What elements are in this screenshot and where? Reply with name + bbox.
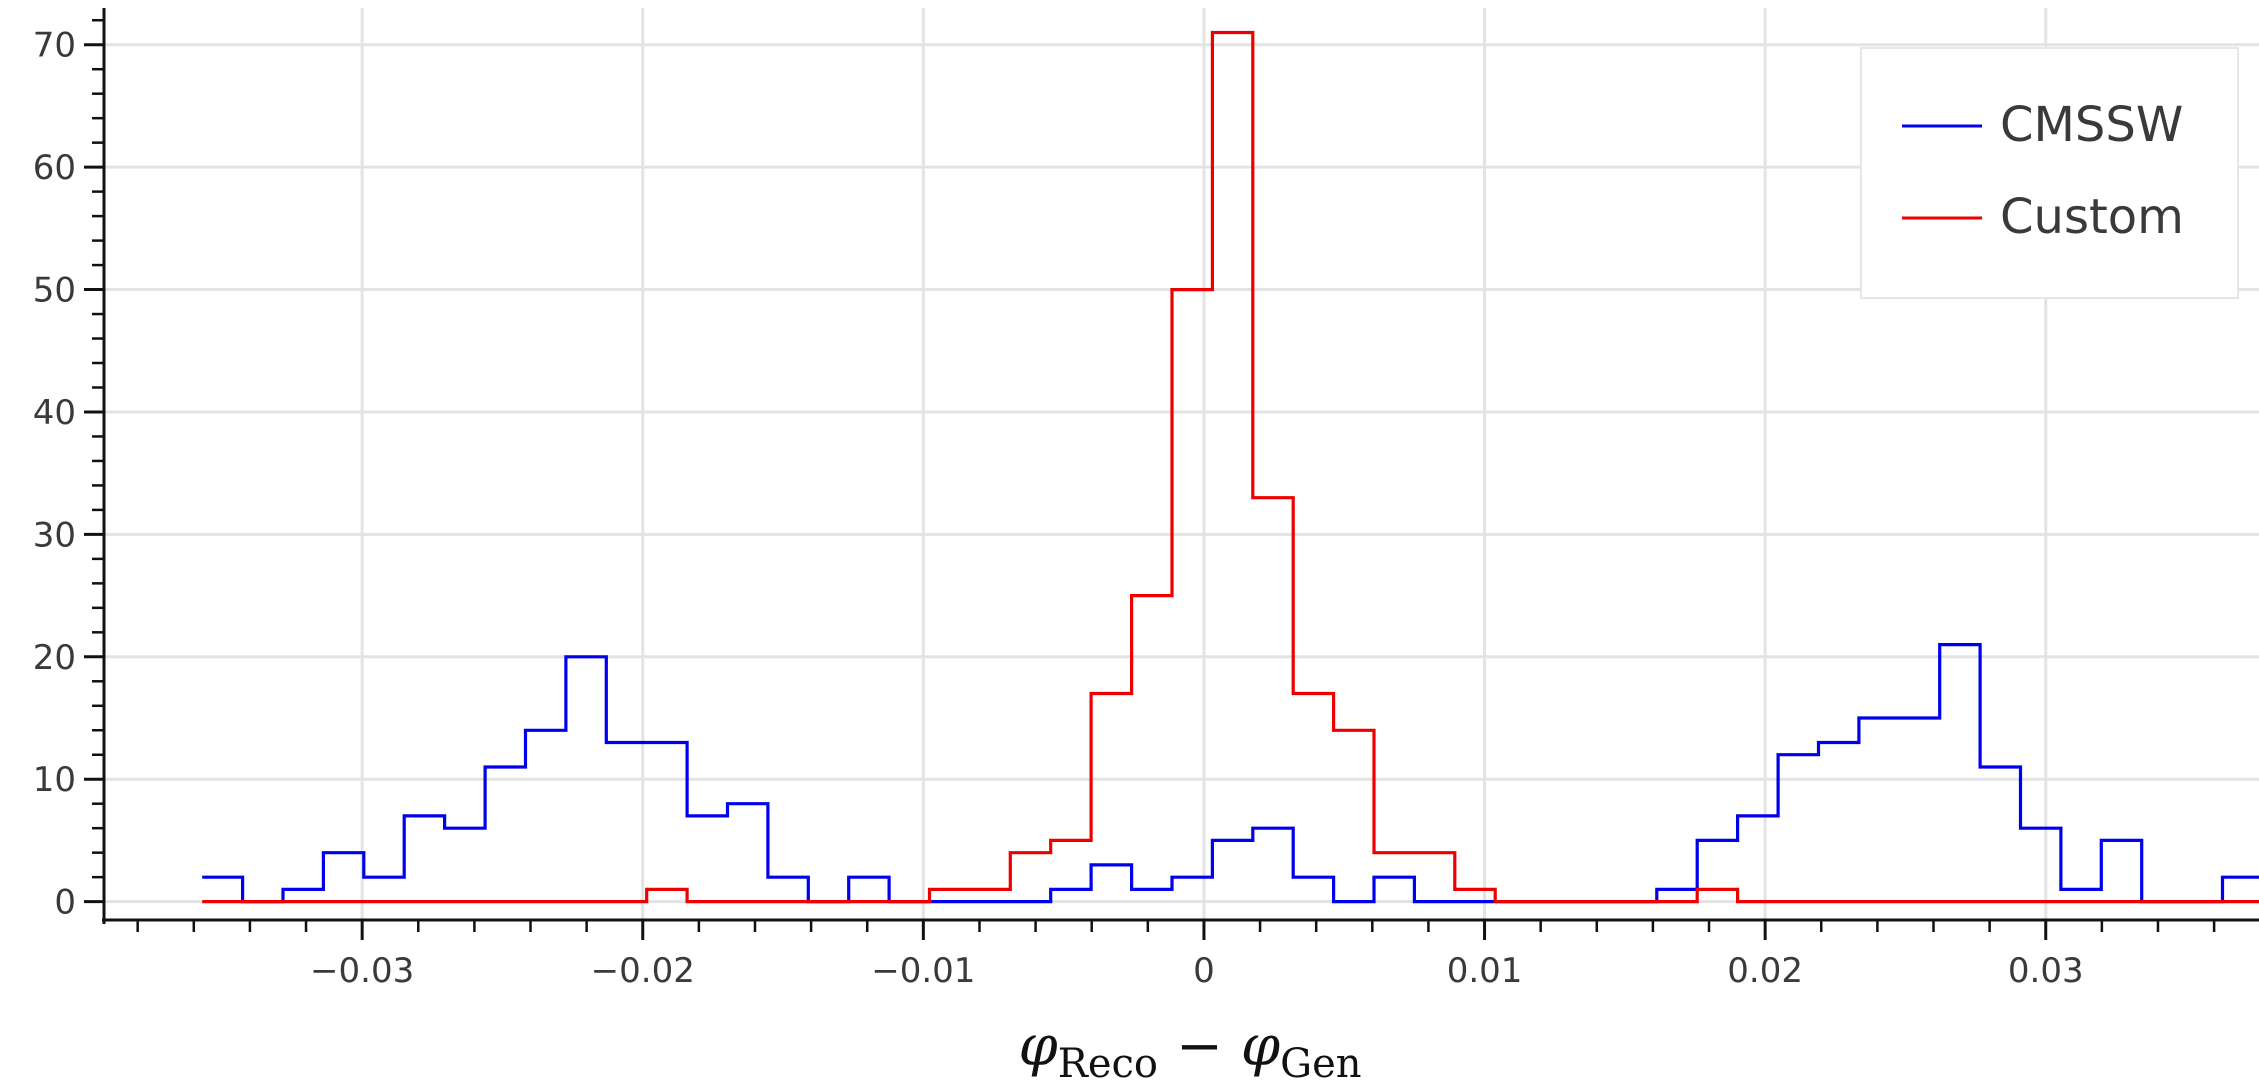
- x-tick-label-6: 0.03: [2008, 951, 2084, 991]
- y-tick-label-7: 70: [33, 26, 76, 66]
- y-axis-ticks: 0 10 20 30 40 50 60 70: [33, 18, 104, 923]
- y-tick-label-4: 40: [33, 393, 76, 433]
- series-custom: [202, 30, 2259, 904]
- x-tick-label-4: 0.01: [1447, 951, 1523, 991]
- y-tick-label-6: 60: [33, 148, 76, 188]
- legend: CMSSW Custom: [1860, 47, 2239, 299]
- axes: [102, 8, 2259, 924]
- series-cmssw: [202, 643, 2259, 904]
- y-tick-label-2: 20: [33, 638, 76, 678]
- x-tick-label-1: −0.02: [591, 951, 695, 991]
- x-tick-label-0: −0.03: [310, 951, 414, 991]
- x-tick-label-3: 0: [1193, 951, 1215, 991]
- y-tick-label-3: 30: [33, 515, 76, 555]
- x-tick-label-5: 0.02: [1727, 951, 1803, 991]
- x-axis-label: φReco − φGen: [1018, 1014, 1361, 1087]
- x-tick-label-2: −0.01: [871, 951, 975, 991]
- series-group: [202, 30, 2259, 904]
- x-axis-ticks: −0.03 −0.02 −0.01 0 0.01 0.02 0.03: [136, 920, 2216, 991]
- y-tick-label-1: 10: [33, 760, 76, 800]
- legend-label-custom: Custom: [2000, 189, 2184, 245]
- legend-label-cmssw: CMSSW: [2000, 97, 2183, 153]
- y-tick-label-0: 0: [54, 883, 76, 923]
- legend-box: [1860, 47, 2239, 299]
- y-tick-label-5: 50: [33, 271, 76, 311]
